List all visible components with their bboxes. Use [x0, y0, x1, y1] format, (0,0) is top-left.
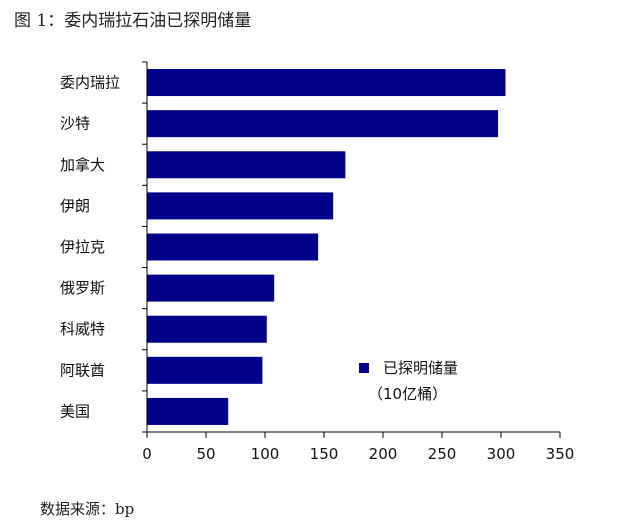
legend-label: 已探明储量	[383, 359, 458, 377]
x-axis-ticks: 0 50 100 150 200 250 300 350	[142, 432, 574, 463]
bar	[147, 110, 499, 138]
bar	[147, 69, 506, 97]
category-label: 俄罗斯	[60, 279, 105, 297]
x-tick-label: 250	[428, 445, 457, 463]
x-tick-label: 150	[310, 445, 339, 463]
bar	[147, 192, 334, 220]
x-tick-label: 0	[142, 445, 152, 463]
source-note: 数据来源：bp	[40, 500, 135, 518]
legend-swatch	[359, 363, 369, 373]
x-tick-label: 300	[487, 445, 516, 463]
category-label: 美国	[60, 402, 90, 420]
category-label: 伊拉克	[60, 238, 105, 256]
bar	[147, 356, 263, 384]
x-tick-label: 200	[369, 445, 398, 463]
x-tick-label: 100	[251, 445, 280, 463]
category-label: 科威特	[60, 320, 105, 338]
bars-layer	[147, 69, 506, 425]
category-label: 委内瑞拉	[60, 74, 120, 92]
legend: 已探明储量 （10亿桶）	[359, 359, 458, 403]
bar	[147, 233, 319, 261]
category-label: 伊朗	[60, 197, 90, 215]
legend-unit: （10亿桶）	[368, 385, 447, 403]
category-label: 沙特	[60, 115, 90, 133]
bar	[147, 274, 275, 302]
x-tick-label: 350	[546, 445, 575, 463]
category-label: 阿联酋	[60, 361, 105, 379]
bar	[147, 397, 229, 425]
chart-title: 图 1：委内瑞拉石油已探明储量	[14, 11, 252, 31]
y-axis-ticks	[142, 61, 147, 433]
bar	[147, 315, 267, 343]
bar	[147, 151, 346, 179]
x-tick-label: 50	[196, 445, 215, 463]
category-label: 加拿大	[60, 156, 105, 174]
